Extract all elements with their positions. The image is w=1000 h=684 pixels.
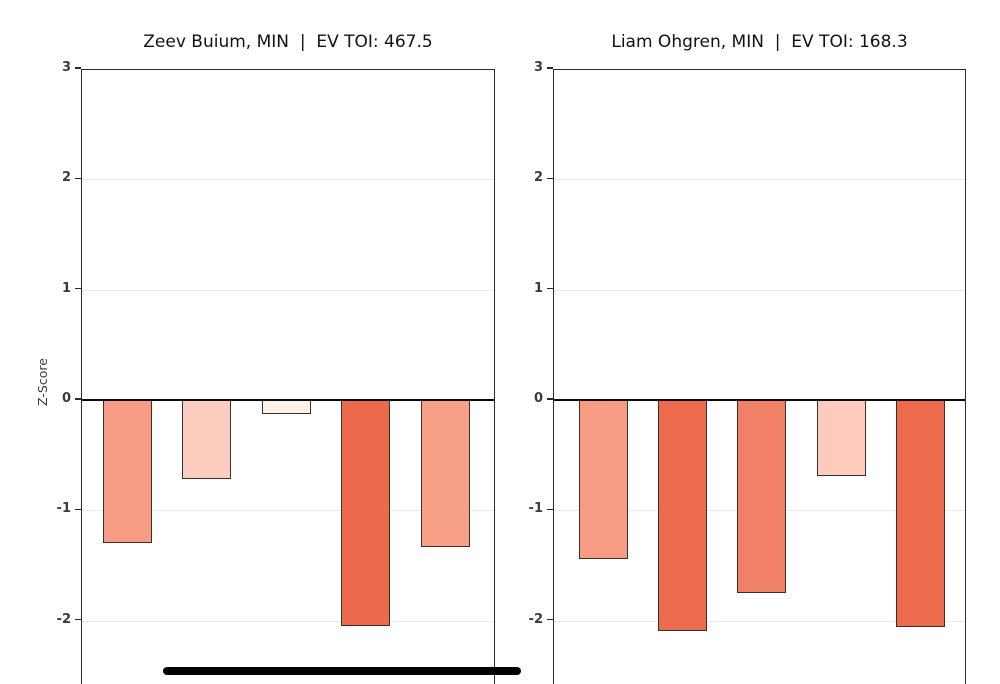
gridline — [82, 179, 494, 181]
y-tick-mark — [547, 508, 553, 510]
chart-title: Zeev Buium, MIN | EV TOI: 467.5 — [143, 32, 433, 52]
bar — [420, 400, 470, 547]
gridline — [82, 510, 494, 512]
y-tick-label: 0 — [61, 391, 71, 406]
y-axis-label: Z-Score — [35, 358, 50, 406]
y-tick-mark — [75, 508, 81, 510]
y-axis-label — [507, 332, 523, 432]
y-tick-mark — [75, 288, 81, 290]
y-tick-label: 1 — [61, 280, 71, 296]
y-tick-label: 0 — [533, 391, 543, 406]
bar — [657, 400, 707, 631]
gridline — [554, 179, 965, 181]
y-tick-mark — [75, 398, 81, 400]
y-tick-mark — [547, 288, 553, 290]
y-tick-label: 1 — [533, 280, 543, 296]
chart-right: Liam Ohgren, MIN | EV TOI: 168.3 3 2 1 0 -1 -… — [529, 32, 966, 684]
y-tick-label: -1 — [528, 501, 543, 517]
y-tick-mark — [75, 618, 81, 621]
gridline — [82, 620, 494, 622]
chart-title: Liam Ohgren, MIN | EV TOI: 168.3 — [611, 32, 908, 52]
y-tick-mark — [75, 67, 81, 69]
bar — [103, 400, 152, 544]
bar — [182, 400, 232, 480]
zero-line — [82, 399, 494, 401]
gridline — [554, 70, 965, 71]
bar — [261, 400, 311, 415]
zero-line — [554, 399, 965, 401]
y-tick-label: -2 — [56, 611, 71, 627]
thick-underline-annotation — [163, 667, 521, 675]
y-tick-mark — [547, 177, 553, 180]
y-tick-mark — [547, 398, 553, 400]
bar — [341, 400, 391, 627]
y-tick-mark — [75, 177, 81, 180]
gridline — [554, 289, 965, 291]
chart-left: Zeev Buium, MIN | EV TOI: 467.5 Z-Score … — [35, 32, 495, 684]
y-tick-label: -2 — [528, 611, 543, 627]
y-tick-mark — [547, 618, 553, 621]
y-tick-label: 3 — [61, 60, 71, 76]
y-tick-label: 3 — [533, 60, 543, 76]
plot-area — [81, 69, 495, 684]
bar — [737, 400, 787, 594]
bar — [578, 400, 628, 559]
bar — [816, 400, 866, 477]
y-tick-label: -1 — [56, 501, 71, 517]
gridline — [82, 70, 494, 71]
plot-area — [553, 69, 966, 684]
bar — [896, 400, 946, 628]
y-tick-label: 2 — [533, 170, 543, 186]
y-tick-mark — [547, 67, 553, 69]
gridline — [554, 620, 965, 622]
gridline — [82, 289, 494, 291]
y-tick-label: 2 — [61, 170, 71, 186]
